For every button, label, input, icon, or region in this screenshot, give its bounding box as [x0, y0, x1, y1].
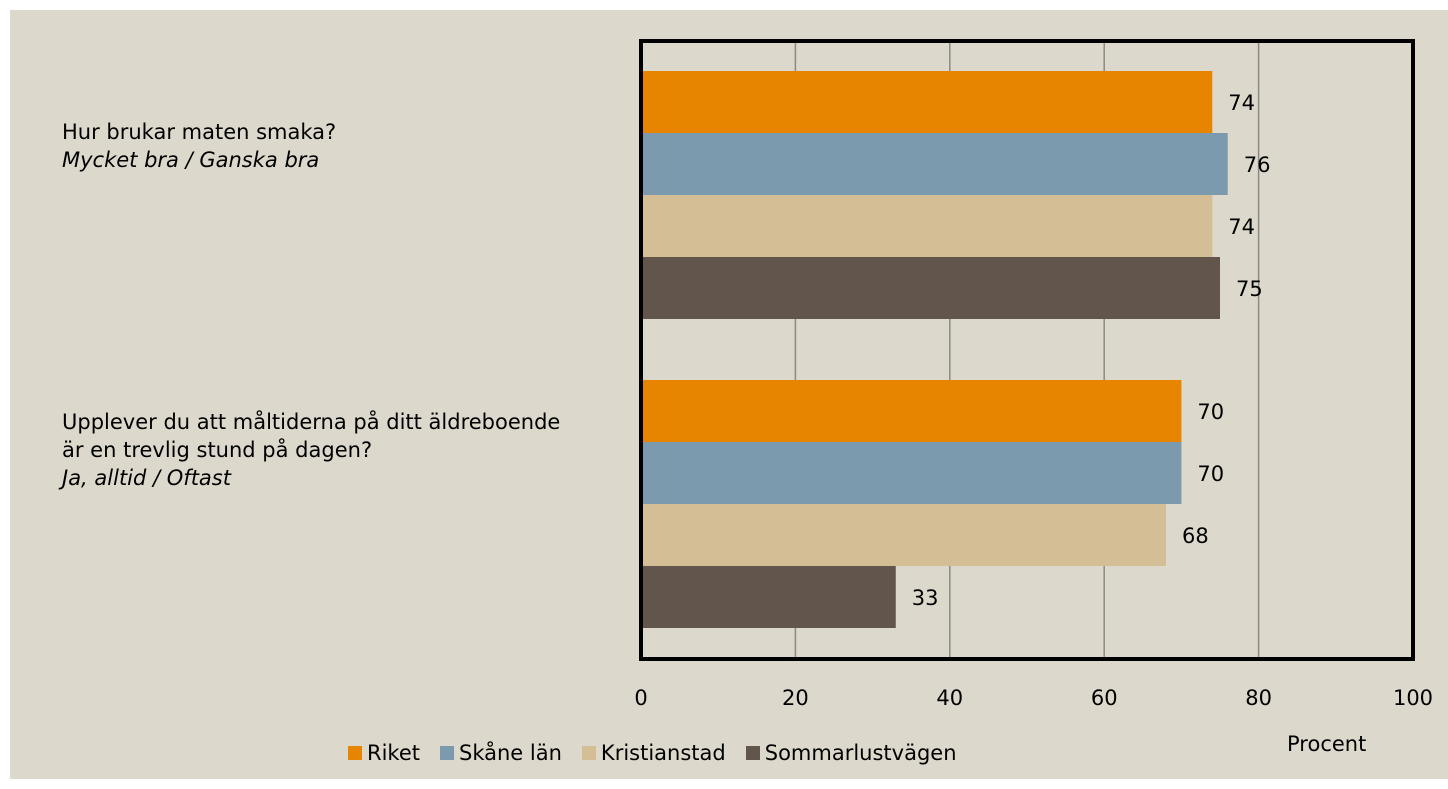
answer-text: Mycket bra / Ganska bra [62, 148, 320, 172]
answer-text: Ja, alltid / Oftast [62, 466, 231, 490]
x-tick-label: 20 [782, 686, 809, 710]
x-tick-label: 60 [1091, 686, 1118, 710]
category-label-2: Upplever du att måltiderna på ditt äldre… [62, 408, 562, 492]
x-axis-label: Procent [1287, 732, 1367, 756]
category-label-1: Hur brukar maten smaka? Mycket bra / Gan… [62, 118, 562, 174]
legend-label: Riket [367, 741, 420, 765]
bar [641, 195, 1213, 257]
data-label: 74 [1228, 91, 1255, 115]
legend-swatch [581, 746, 596, 760]
data-label: 74 [1228, 215, 1255, 239]
bar [641, 566, 896, 628]
question-text: Upplever du att måltiderna på ditt äldre… [62, 410, 561, 462]
legend-swatch [745, 746, 760, 760]
legend-item: Kristianstad [581, 741, 726, 765]
legend-label: Sommarlustvägen [764, 741, 957, 765]
bar [641, 71, 1213, 133]
x-tick-label: 0 [634, 686, 647, 710]
data-label: 68 [1182, 524, 1209, 548]
legend-swatch [440, 746, 454, 760]
bar [641, 442, 1182, 504]
bar [641, 380, 1182, 442]
question-text: Hur brukar maten smaka? [62, 120, 337, 144]
legend-item: Riket [348, 741, 420, 765]
bar [641, 504, 1166, 566]
data-label: 33 [912, 586, 939, 610]
legend-label: Skåne län [459, 741, 562, 765]
legend-item: Sommarlustvägen [745, 741, 957, 765]
bar [641, 133, 1228, 195]
x-tick-label: 100 [1393, 686, 1433, 710]
x-tick-label: 40 [936, 686, 963, 710]
data-label: 75 [1236, 277, 1263, 301]
legend-swatch [348, 746, 362, 760]
legend-item: Skåne län [440, 741, 562, 765]
data-label: 70 [1197, 462, 1224, 486]
data-label: 76 [1244, 153, 1271, 177]
x-tick-label: 80 [1245, 686, 1272, 710]
data-label: 70 [1197, 400, 1224, 424]
plot-border [639, 39, 1415, 661]
bar [641, 257, 1220, 319]
legend-label: Kristianstad [600, 741, 726, 765]
legend: Riket Skåne län Kristianstad Sommarlustväge… [348, 741, 977, 765]
